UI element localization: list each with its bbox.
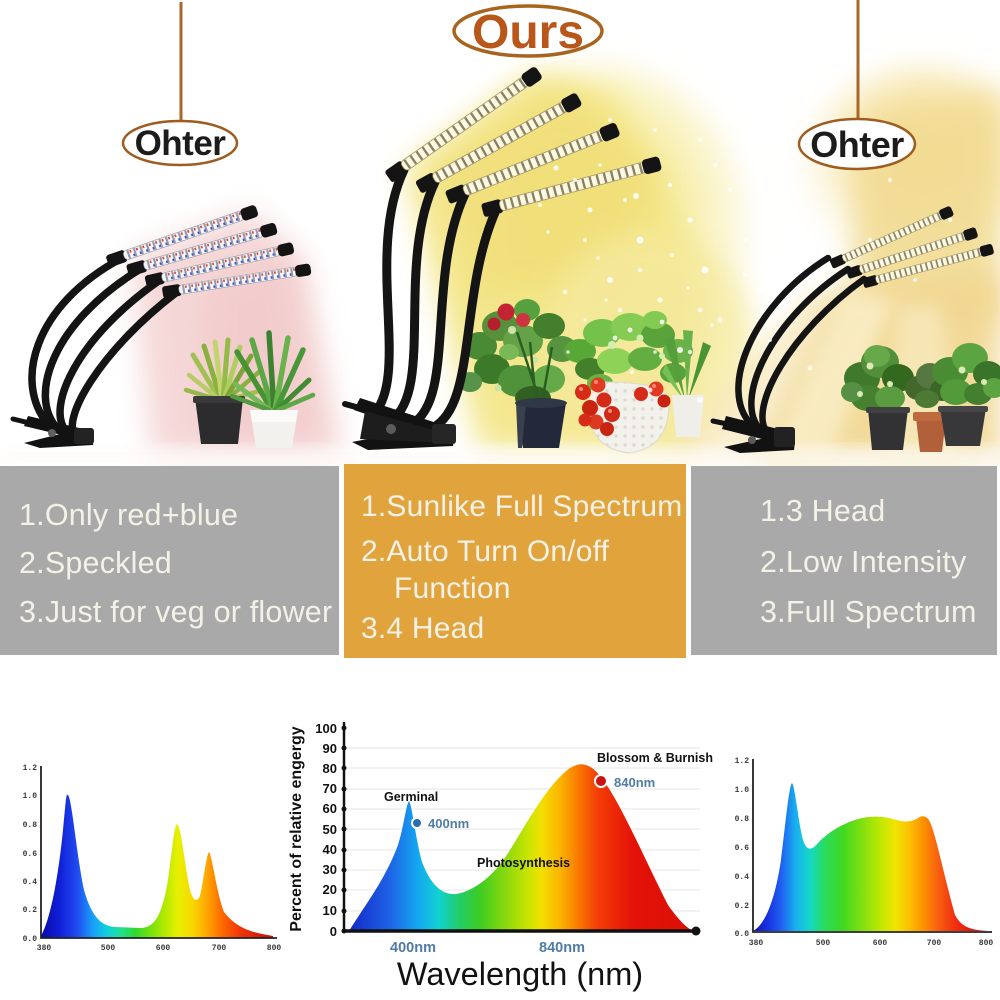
- svg-text:30: 30: [323, 862, 337, 877]
- svg-text:840nm: 840nm: [614, 775, 655, 790]
- svg-text:380: 380: [37, 944, 52, 953]
- svg-text:Percent of relative engergy: Percent of relative engergy: [288, 726, 305, 932]
- svg-text:20: 20: [323, 882, 337, 897]
- svg-text:500: 500: [101, 944, 116, 953]
- svg-text:40: 40: [323, 842, 337, 857]
- svg-text:80: 80: [323, 761, 337, 776]
- svg-text:Ohter: Ohter: [135, 124, 227, 163]
- svg-text:50: 50: [323, 822, 337, 837]
- svg-text:0.6: 0.6: [735, 844, 750, 853]
- svg-text:700: 700: [212, 944, 227, 953]
- svg-text:0.4: 0.4: [23, 878, 38, 887]
- svg-text:1.2: 1.2: [735, 757, 750, 766]
- svg-text:Germinal: Germinal: [384, 790, 438, 804]
- svg-text:0.8: 0.8: [735, 815, 750, 824]
- svg-text:400nm: 400nm: [428, 816, 469, 831]
- svg-text:1.0: 1.0: [23, 792, 38, 801]
- svg-text:380: 380: [749, 939, 764, 948]
- svg-text:90: 90: [323, 741, 337, 756]
- svg-text:0.2: 0.2: [735, 902, 750, 911]
- svg-text:70: 70: [323, 781, 337, 796]
- svg-text:0.0: 0.0: [23, 935, 38, 944]
- svg-text:0: 0: [330, 924, 337, 939]
- svg-text:1.2: 1.2: [23, 764, 38, 773]
- svg-text:60: 60: [323, 801, 337, 816]
- svg-text:Ohter: Ohter: [810, 124, 904, 165]
- svg-text:10: 10: [323, 903, 337, 918]
- svg-text:600: 600: [873, 939, 888, 948]
- svg-text:800: 800: [979, 939, 994, 948]
- svg-text:800: 800: [267, 944, 282, 953]
- svg-text:600: 600: [156, 944, 171, 953]
- svg-text:840nm: 840nm: [539, 940, 585, 956]
- svg-text:0.0: 0.0: [735, 930, 750, 939]
- svg-text:0.8: 0.8: [23, 821, 38, 830]
- svg-text:700: 700: [927, 939, 942, 948]
- svg-text:1.0: 1.0: [735, 786, 750, 795]
- svg-text:Ours: Ours: [472, 6, 584, 59]
- svg-text:0.6: 0.6: [23, 850, 38, 859]
- svg-text:Photosynthesis: Photosynthesis: [477, 856, 570, 870]
- svg-text:100: 100: [315, 721, 337, 736]
- svg-text:0.4: 0.4: [735, 873, 750, 882]
- svg-text:0.2: 0.2: [23, 906, 38, 915]
- svg-text:400nm: 400nm: [390, 940, 436, 956]
- svg-text:Wavelength (nm): Wavelength (nm): [397, 956, 643, 992]
- svg-text:Blossom & Burnish: Blossom & Burnish: [597, 751, 713, 765]
- svg-text:500: 500: [816, 939, 831, 948]
